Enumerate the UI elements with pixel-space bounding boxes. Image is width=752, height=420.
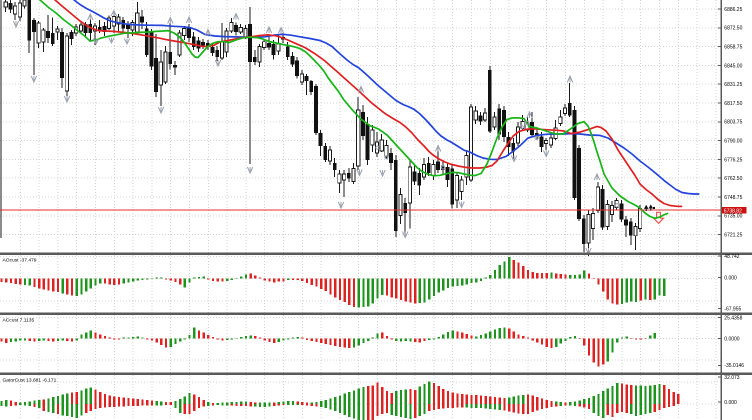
svg-text:ACcust 7.1135: ACcust 7.1135 bbox=[3, 317, 35, 323]
svg-text:6858.75: 6858.75 bbox=[724, 45, 742, 51]
svg-text:25.4358: 25.4358 bbox=[724, 315, 742, 321]
svg-text:-67.955: -67.955 bbox=[724, 306, 741, 312]
svg-text:6831.25: 6831.25 bbox=[724, 82, 742, 88]
svg-text:6776.25: 6776.25 bbox=[724, 157, 742, 163]
svg-text:6803.75: 6803.75 bbox=[724, 120, 742, 126]
svg-text:6886.25: 6886.25 bbox=[724, 7, 742, 13]
svg-text:48.742: 48.742 bbox=[724, 254, 740, 260]
svg-text:6721.25: 6721.25 bbox=[724, 233, 742, 239]
svg-text:AOcust -37.479: AOcust -37.479 bbox=[3, 257, 37, 263]
svg-text:6790.00: 6790.00 bbox=[724, 139, 742, 145]
svg-text:6738.82: 6738.82 bbox=[724, 208, 742, 214]
svg-text:0.000: 0.000 bbox=[724, 400, 737, 406]
svg-text:32.073: 32.073 bbox=[724, 375, 740, 381]
svg-text:0.000: 0.000 bbox=[724, 275, 737, 281]
svg-text:6872.50: 6872.50 bbox=[724, 26, 742, 32]
svg-text:6735.00: 6735.00 bbox=[724, 214, 742, 220]
svg-text:6845.00: 6845.00 bbox=[724, 63, 742, 69]
svg-text:6762.50: 6762.50 bbox=[724, 176, 742, 182]
svg-text:GatorCust 13.681 -6.171: GatorCust 13.681 -6.171 bbox=[3, 377, 57, 383]
svg-text:6817.50: 6817.50 bbox=[724, 101, 742, 107]
svg-text:6748.75: 6748.75 bbox=[724, 195, 742, 201]
svg-text:0.0000: 0.0000 bbox=[724, 337, 740, 343]
svg-text:-35.0146: -35.0146 bbox=[724, 363, 744, 369]
